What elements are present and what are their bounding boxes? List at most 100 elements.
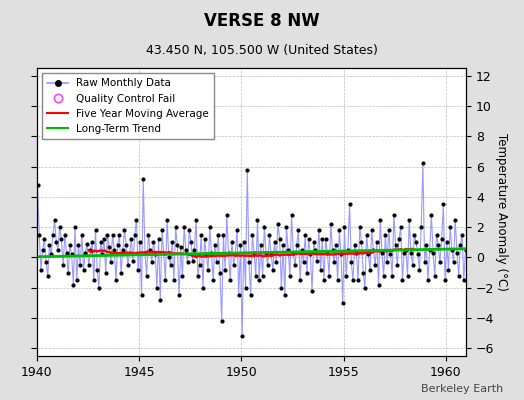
Point	[141, 250, 149, 256]
Point	[52, 239, 60, 246]
Point	[424, 277, 432, 284]
Point	[195, 262, 204, 268]
Point	[166, 262, 174, 268]
Point	[216, 270, 224, 276]
Point	[156, 297, 165, 303]
Point	[187, 239, 195, 246]
Point	[90, 277, 98, 284]
Point	[303, 270, 311, 276]
Point	[451, 216, 460, 223]
Point	[407, 250, 415, 256]
Point	[88, 239, 96, 246]
Point	[124, 262, 132, 268]
Point	[419, 160, 427, 167]
Point	[313, 257, 321, 264]
Point	[204, 266, 212, 273]
Point	[175, 292, 183, 298]
Point	[438, 236, 446, 242]
Point	[114, 242, 122, 248]
Point	[354, 277, 362, 284]
Point	[361, 284, 369, 291]
Point	[78, 232, 86, 238]
Point	[245, 259, 253, 265]
Point	[454, 272, 463, 279]
Point	[231, 251, 239, 258]
Point	[214, 232, 223, 238]
Point	[339, 300, 347, 306]
Point	[391, 242, 400, 248]
Point	[72, 277, 81, 284]
Point	[180, 224, 188, 230]
Point	[351, 242, 359, 248]
Point	[447, 247, 456, 253]
Point	[460, 277, 468, 284]
Point	[136, 239, 144, 246]
Point	[252, 272, 260, 279]
Point	[66, 242, 74, 248]
Point	[461, 247, 470, 253]
Point	[383, 259, 391, 265]
Point	[165, 254, 173, 261]
Point	[301, 232, 309, 238]
Point	[107, 259, 115, 265]
Point	[456, 242, 465, 248]
Point	[143, 272, 151, 279]
Point	[284, 247, 292, 253]
Point	[417, 224, 425, 230]
Point	[436, 259, 444, 265]
Point	[202, 251, 211, 258]
Point	[144, 232, 152, 238]
Point	[42, 259, 50, 265]
Point	[146, 247, 154, 253]
Point	[347, 259, 355, 265]
Point	[439, 201, 447, 208]
Point	[349, 277, 357, 284]
Point	[267, 251, 275, 258]
Point	[37, 266, 45, 273]
Point	[35, 232, 43, 238]
Point	[122, 242, 130, 248]
Point	[238, 333, 246, 340]
Point	[270, 239, 279, 246]
Point	[357, 239, 366, 246]
Point	[379, 272, 388, 279]
Point	[371, 262, 379, 268]
Point	[236, 242, 245, 248]
Point	[276, 236, 284, 242]
Point	[332, 242, 340, 248]
Point	[56, 224, 64, 230]
Point	[168, 239, 177, 246]
Point	[330, 259, 339, 265]
Point	[250, 250, 258, 256]
Point	[74, 242, 83, 248]
Point	[205, 224, 214, 230]
Point	[151, 251, 159, 258]
Point	[246, 292, 255, 298]
Point	[223, 212, 231, 218]
Point	[81, 250, 90, 256]
Point	[100, 236, 108, 242]
Point	[441, 277, 449, 284]
Point	[443, 239, 451, 246]
Point	[158, 227, 166, 233]
Point	[117, 270, 125, 276]
Text: 43.450 N, 105.500 W (United States): 43.450 N, 105.500 W (United States)	[146, 44, 378, 57]
Point	[289, 250, 298, 256]
Point	[102, 270, 110, 276]
Point	[304, 236, 313, 242]
Point	[262, 250, 270, 256]
Point	[322, 236, 330, 242]
Point	[95, 284, 103, 291]
Point	[450, 259, 458, 265]
Point	[209, 277, 217, 284]
Point	[155, 236, 163, 242]
Point	[434, 242, 442, 248]
Point	[230, 262, 238, 268]
Point	[410, 232, 419, 238]
Point	[69, 282, 78, 288]
Point	[385, 227, 393, 233]
Point	[296, 277, 304, 284]
Point	[161, 277, 170, 284]
Point	[294, 227, 302, 233]
Point	[212, 259, 221, 265]
